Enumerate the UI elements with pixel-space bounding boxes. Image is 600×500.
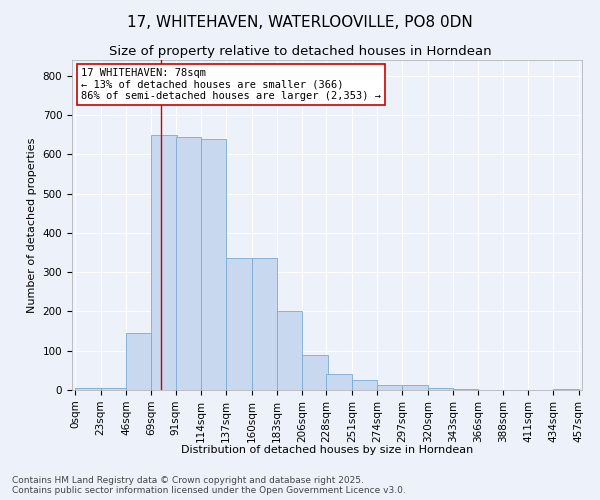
Bar bbox=[553, 389, 578, 390]
Bar bbox=[277, 312, 302, 390]
Bar bbox=[201, 138, 226, 390]
Bar bbox=[151, 136, 176, 390]
Bar bbox=[126, 333, 151, 390]
Bar bbox=[428, 388, 453, 390]
Bar bbox=[377, 386, 403, 390]
Bar bbox=[226, 258, 251, 390]
X-axis label: Distribution of detached houses by size in Horndean: Distribution of detached houses by size … bbox=[181, 444, 473, 454]
Bar bbox=[101, 388, 126, 390]
Bar bbox=[76, 388, 101, 390]
Text: 17 WHITEHAVEN: 78sqm
← 13% of detached houses are smaller (366)
86% of semi-deta: 17 WHITEHAVEN: 78sqm ← 13% of detached h… bbox=[81, 68, 381, 101]
Bar bbox=[453, 389, 478, 390]
Bar bbox=[251, 258, 277, 390]
Text: Contains HM Land Registry data © Crown copyright and database right 2025.
Contai: Contains HM Land Registry data © Crown c… bbox=[12, 476, 406, 495]
Bar bbox=[352, 380, 377, 390]
Bar bbox=[302, 356, 328, 390]
Text: 17, WHITEHAVEN, WATERLOOVILLE, PO8 0DN: 17, WHITEHAVEN, WATERLOOVILLE, PO8 0DN bbox=[127, 15, 473, 30]
Y-axis label: Number of detached properties: Number of detached properties bbox=[27, 138, 37, 312]
Text: Size of property relative to detached houses in Horndean: Size of property relative to detached ho… bbox=[109, 45, 491, 58]
Bar bbox=[176, 136, 201, 390]
Bar bbox=[326, 374, 352, 390]
Bar bbox=[403, 385, 428, 390]
